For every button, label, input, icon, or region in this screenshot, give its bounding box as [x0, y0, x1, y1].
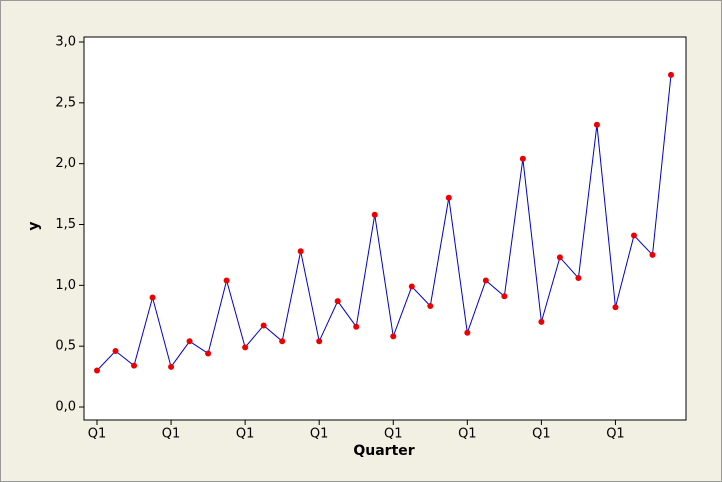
x-axis-label: Quarter	[353, 443, 414, 459]
data-point	[593, 121, 600, 128]
y-axis-label: y	[26, 221, 42, 230]
y-tick-label: 1,5	[55, 217, 76, 232]
data-point	[168, 363, 175, 370]
data-point	[390, 333, 397, 340]
y-tick-label: 0,5	[55, 339, 76, 354]
data-point	[334, 298, 341, 305]
data-point	[408, 283, 415, 290]
data-point	[242, 344, 249, 351]
x-tick-label: Q1	[88, 427, 107, 442]
x-tick-label: Q1	[458, 427, 477, 442]
y-tick-label: 1,0	[55, 278, 76, 293]
data-point	[112, 348, 119, 355]
data-point	[297, 248, 304, 255]
x-tick-label: Q1	[606, 427, 625, 442]
data-point	[612, 304, 619, 311]
data-point	[445, 194, 452, 201]
x-tick-label: Q1	[310, 427, 329, 442]
series-line	[96, 74, 672, 371]
data-point	[501, 293, 508, 300]
data-point	[519, 155, 526, 162]
data-point	[205, 350, 212, 357]
data-point	[668, 71, 674, 78]
data-point	[630, 232, 637, 239]
x-tick-label: Q1	[162, 427, 181, 442]
data-point	[316, 338, 323, 345]
data-point	[371, 211, 378, 218]
data-point	[260, 322, 267, 329]
x-tick-label: Q1	[532, 427, 551, 442]
data-point	[482, 277, 489, 284]
y-tick-label: 2,5	[55, 95, 76, 110]
data-point	[353, 323, 360, 330]
data-point	[279, 338, 286, 345]
data-point	[149, 294, 156, 301]
data-point	[186, 338, 193, 345]
y-tick-label: 0,0	[55, 400, 76, 415]
data-point	[556, 254, 563, 261]
plot-area	[83, 36, 687, 421]
y-tick-label: 3,0	[55, 35, 76, 50]
x-tick-label: Q1	[236, 427, 255, 442]
data-point	[464, 329, 471, 336]
data-point	[538, 318, 545, 325]
data-point	[427, 303, 434, 310]
data-point	[649, 251, 656, 258]
data-point	[94, 367, 100, 374]
y-tick-label: 2,0	[55, 156, 76, 171]
x-tick-label: Q1	[384, 427, 403, 442]
data-point	[131, 362, 138, 369]
data-point	[575, 275, 582, 282]
data-point	[223, 277, 230, 284]
